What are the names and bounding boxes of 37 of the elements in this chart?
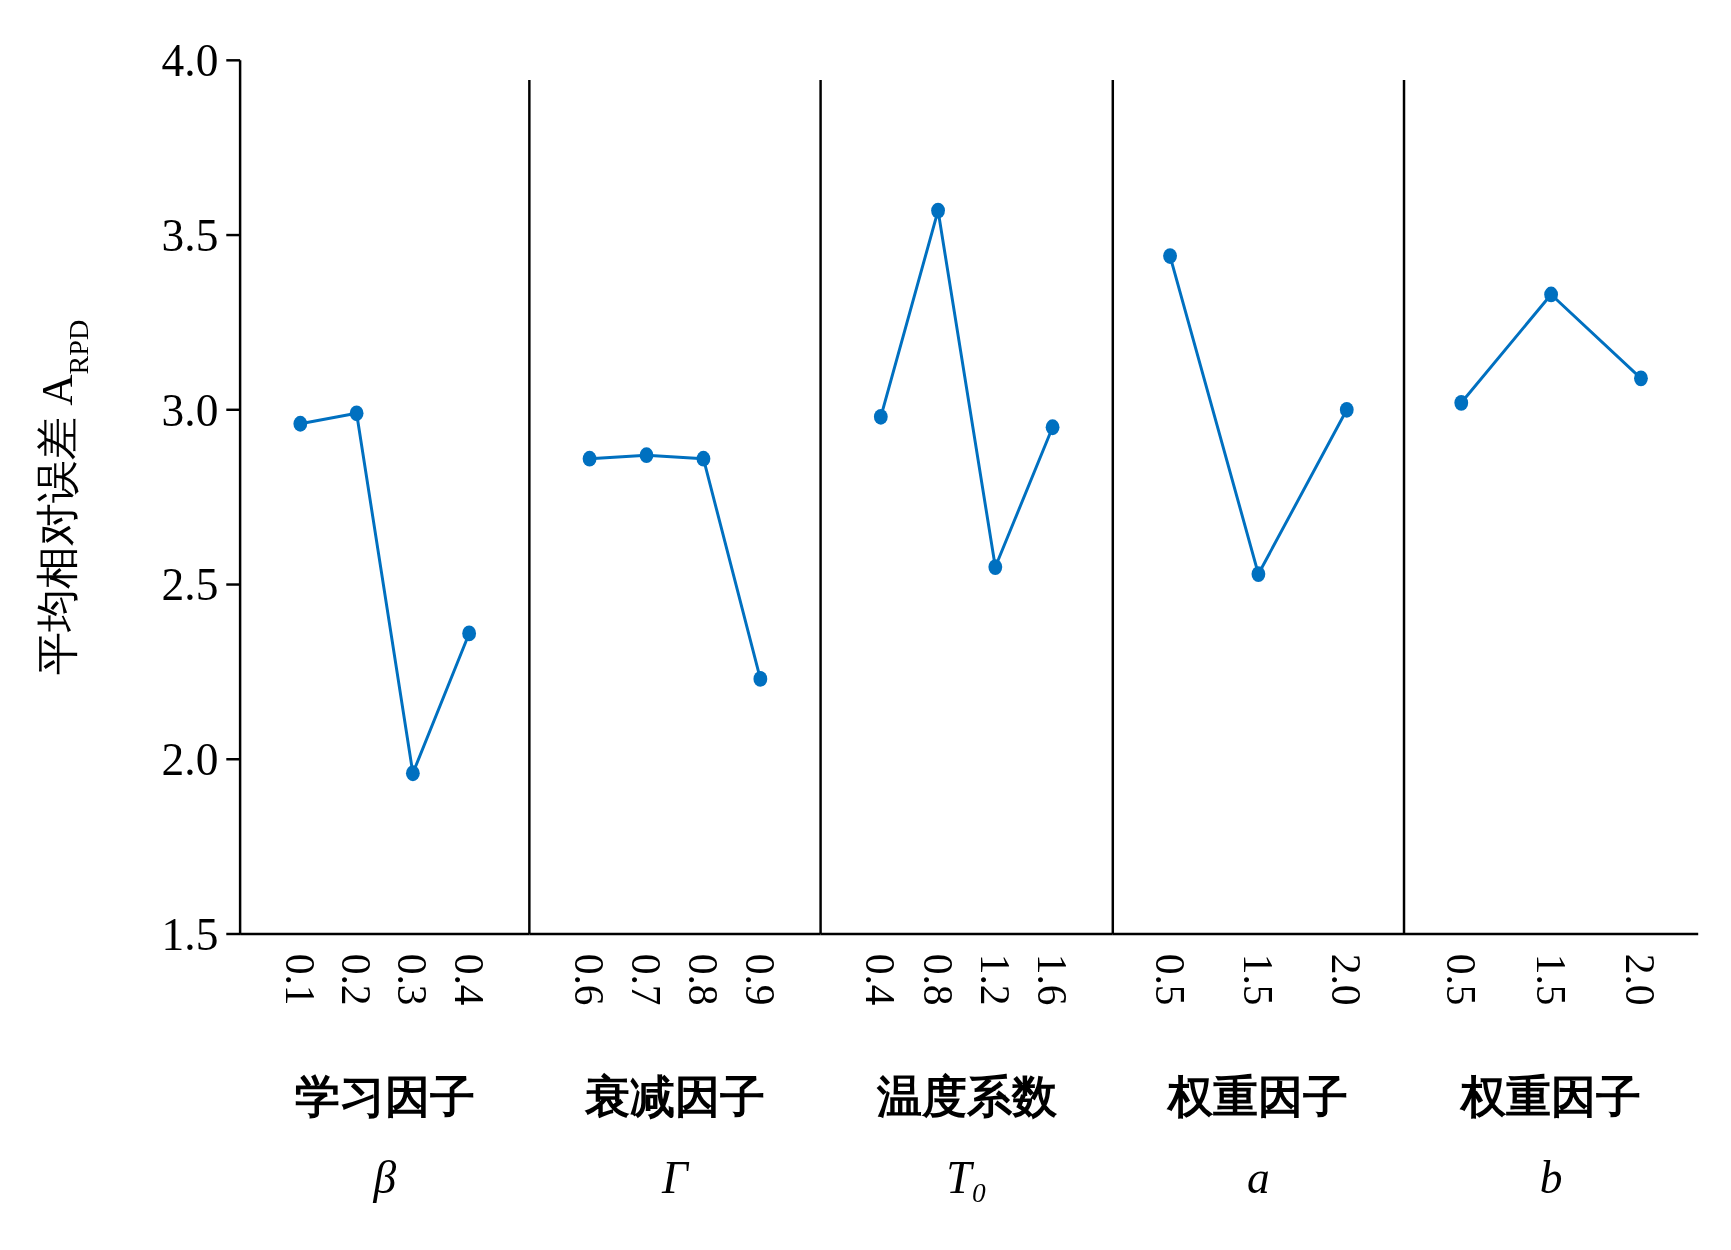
x-tick-label: 0.5: [1437, 953, 1484, 1006]
x-tick-label: 1.6: [1029, 953, 1076, 1006]
x-axis-title: 权重因子 b: [1459, 1071, 1642, 1203]
point: [931, 202, 945, 219]
x-tick-label: 1.5: [1234, 953, 1281, 1006]
x-tick-label: 0.5: [1146, 953, 1193, 1006]
x-axis-title: 学习因子 β: [294, 1071, 475, 1203]
x-tick-label: 0.3: [389, 953, 436, 1006]
y-tick-label: 3.5: [161, 210, 219, 261]
point: [988, 559, 1003, 575]
y-tick-label: 4.0: [161, 36, 219, 87]
x-tick-label: 0.2: [333, 953, 380, 1006]
x-tick-label: 0.4: [445, 953, 492, 1006]
x-tick-label: 0.8: [914, 953, 961, 1006]
x-axis-title: 衰减因子 Γ: [583, 1071, 765, 1203]
x-tick-label: 1.2: [971, 953, 1018, 1006]
x-axis-title: 温度系数 T₀: [875, 1071, 1058, 1203]
x-tick-label: 0.1: [276, 953, 323, 1006]
x-tick-label: 2.0: [1323, 953, 1370, 1006]
x-tick-label: 1.5: [1527, 953, 1574, 1006]
point: [873, 408, 888, 425]
point: [1045, 419, 1060, 436]
y-tick-label: 1.5: [161, 909, 219, 960]
x-tick-label: 0.7: [622, 953, 669, 1006]
x-tick-label: 0.8: [679, 953, 726, 1006]
x-tick-label: 0.6: [566, 953, 613, 1006]
x-tick-label: 0.9: [736, 953, 783, 1006]
x-tick-label: 0.4: [857, 953, 904, 1006]
y-tick-label: 2.0: [161, 735, 219, 786]
x-axis-title: 权重因子 a: [1166, 1071, 1349, 1203]
y-tick-label: 3.0: [161, 385, 219, 436]
point: [405, 765, 420, 782]
y-tick-label: 2.5: [161, 560, 219, 611]
x-tick-label: 2.0: [1617, 953, 1664, 1006]
point: [462, 625, 477, 642]
point: [349, 405, 364, 422]
point: [293, 415, 308, 432]
